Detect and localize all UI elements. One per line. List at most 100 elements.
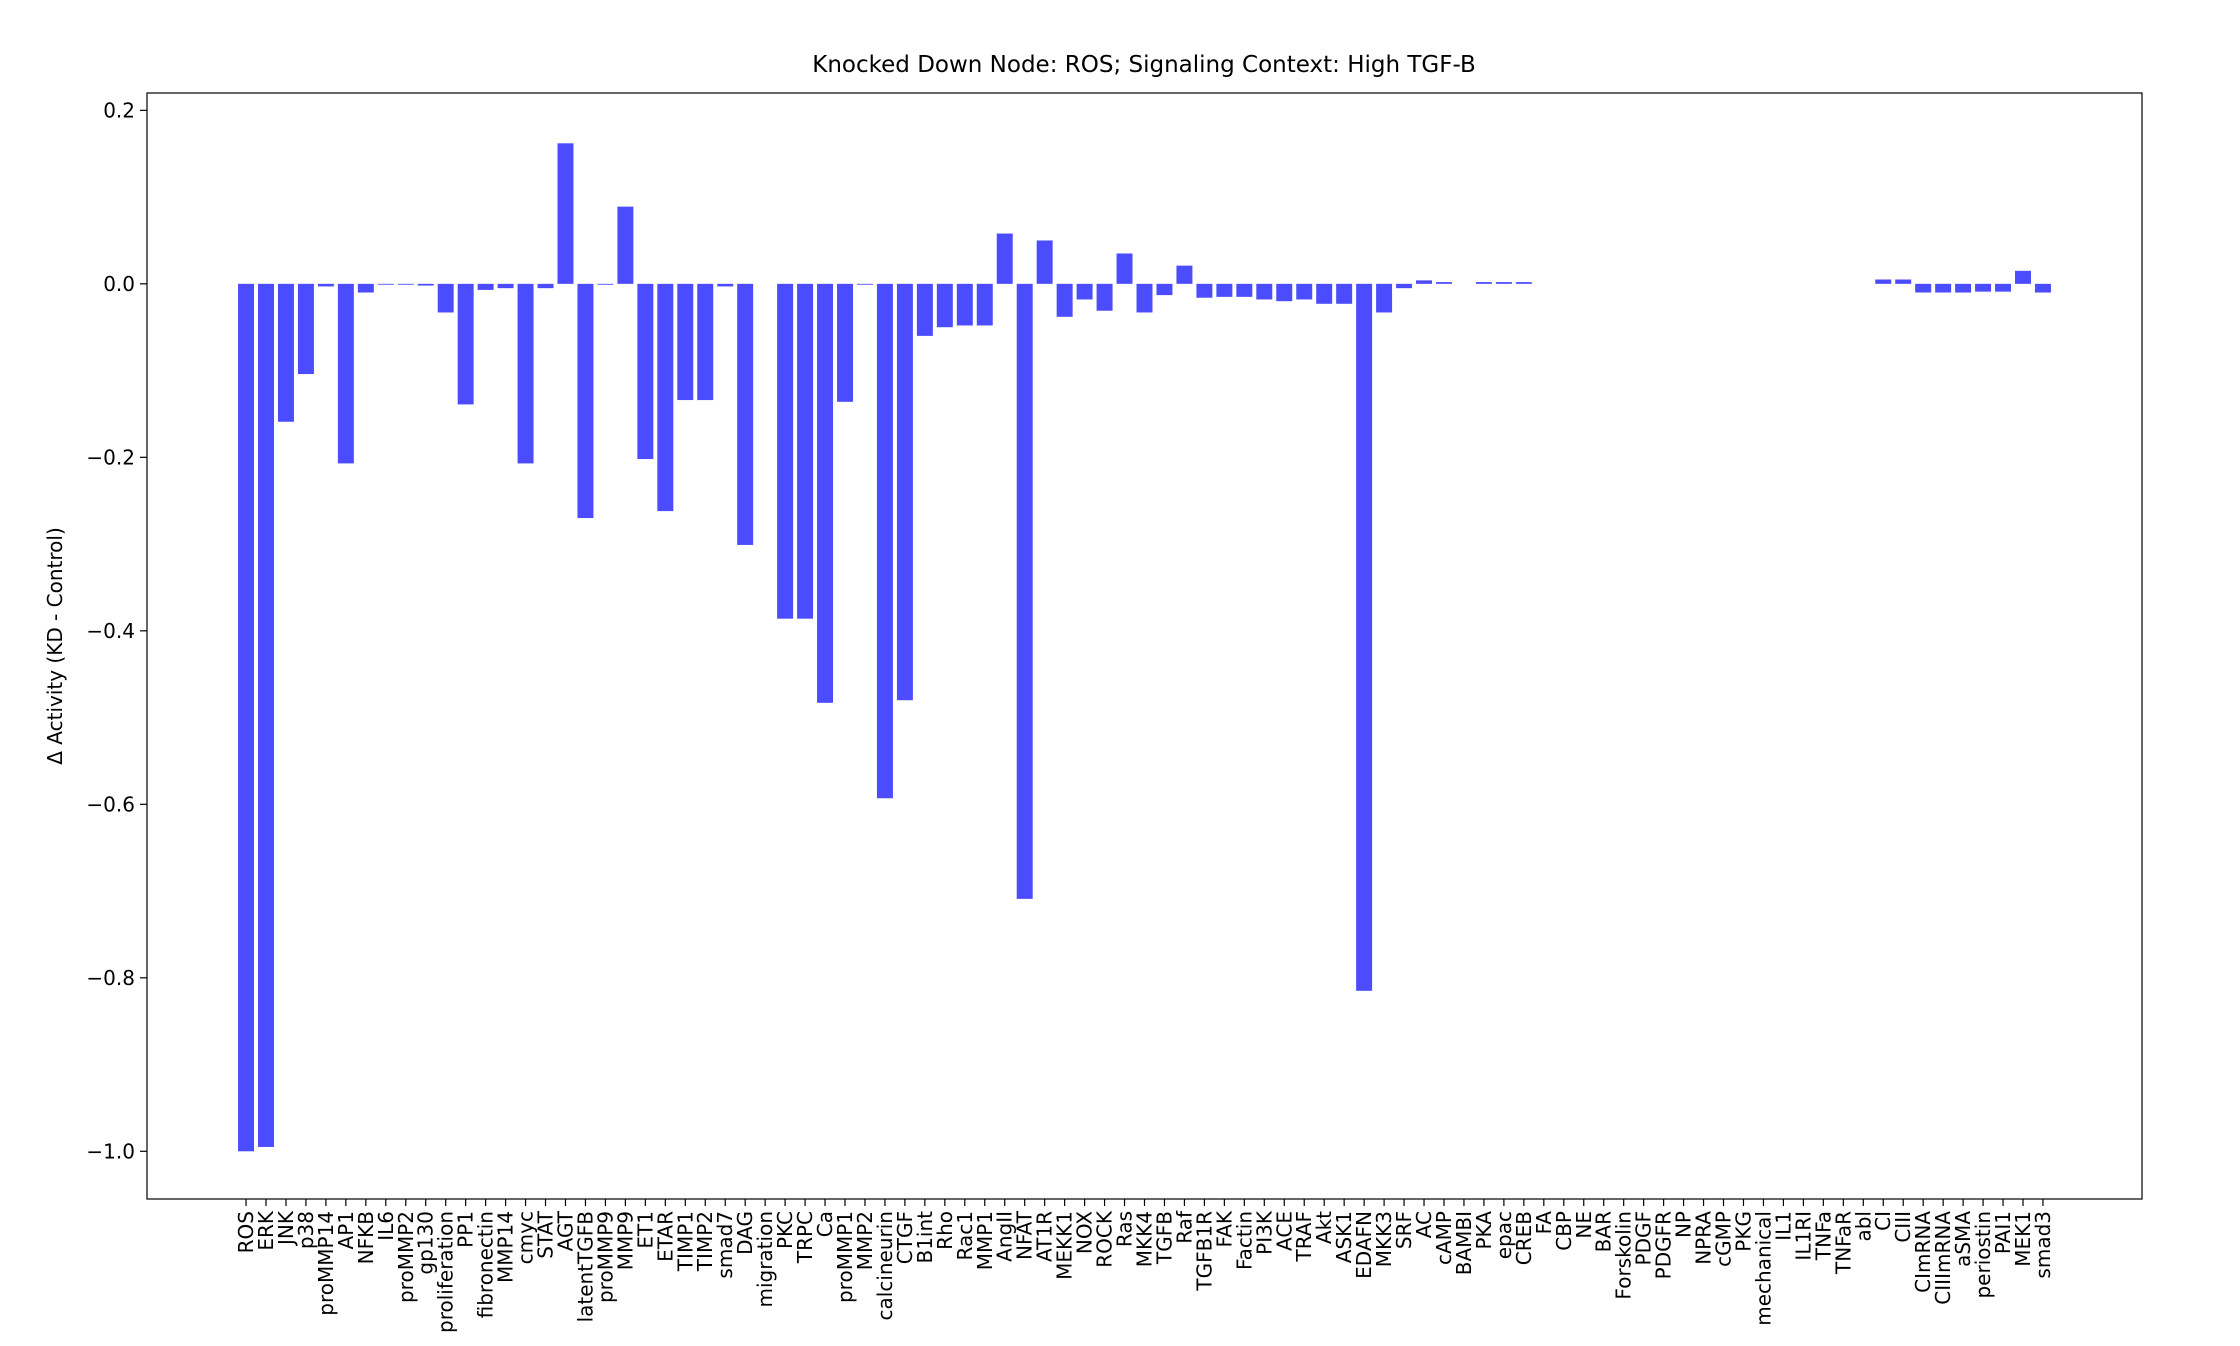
x-tick-label: proMMP9 <box>593 1211 617 1303</box>
x-tick-label: AT1R <box>1033 1211 1057 1262</box>
bar <box>357 283 374 293</box>
x-tick-label: ROS <box>234 1211 258 1253</box>
x-tick-label: MKK3 <box>1372 1211 1396 1267</box>
bar <box>817 283 834 703</box>
x-tick-label: TGFB <box>1152 1211 1176 1265</box>
x-tick-label: PAI1 <box>1991 1211 2015 1254</box>
bar <box>797 283 814 619</box>
x-tick-label: Rho <box>933 1211 957 1250</box>
x-tick-label: FA <box>1532 1211 1556 1235</box>
x-tick-label: migration <box>753 1211 777 1308</box>
x-tick-label: TRAF <box>1292 1211 1316 1263</box>
y-tick-label: −1.0 <box>86 1139 135 1163</box>
x-tick-label: NOX <box>1073 1211 1097 1254</box>
bar <box>697 283 714 401</box>
x-tick-label: cmyc <box>514 1211 538 1264</box>
x-tick-label: CI <box>1871 1211 1895 1231</box>
x-tick-label: AC <box>1412 1211 1436 1238</box>
x-tick-label: PP1 <box>454 1211 478 1248</box>
bar <box>517 283 534 464</box>
x-tick-label: TGFB1R <box>1192 1211 1216 1292</box>
x-tick-label: IL1RI <box>1791 1211 1815 1261</box>
x-tick-label: CTGF <box>893 1211 917 1264</box>
bar <box>337 283 354 464</box>
x-tick-label: TRPC <box>793 1211 817 1264</box>
x-tick-label: PI3K <box>1252 1210 1276 1255</box>
bar <box>1156 283 1173 296</box>
y-tick-label: −0.4 <box>86 619 135 643</box>
bar <box>657 283 674 512</box>
y-axis-label: Δ Activity (KD - Control) <box>43 527 67 765</box>
x-tick-label: epac <box>1492 1211 1516 1259</box>
bar <box>1236 283 1253 297</box>
bar <box>437 283 454 313</box>
bar <box>677 283 694 401</box>
x-tick-label: TNFa <box>1811 1211 1835 1261</box>
x-tick-label: fibronectin <box>474 1211 498 1318</box>
x-tick-label: proMMP1 <box>833 1211 857 1303</box>
x-tick-label: p38 <box>294 1211 318 1249</box>
x-tick-label: abl <box>1851 1211 1875 1242</box>
bar <box>1056 283 1073 317</box>
bar <box>1016 283 1033 899</box>
x-tick-label: DAG <box>733 1211 757 1255</box>
x-tick-label: MEK1 <box>2011 1211 2035 1267</box>
x-tick-label: Akt <box>1312 1211 1336 1244</box>
x-tick-label: ERK <box>254 1210 278 1251</box>
x-tick-label: BAR <box>1592 1211 1616 1252</box>
x-tick-label: MMP1 <box>973 1211 997 1270</box>
bar <box>397 283 414 285</box>
x-tick-label: PDGF <box>1632 1211 1656 1265</box>
y-tick-label: −0.8 <box>86 966 135 990</box>
bar <box>737 283 754 545</box>
bar <box>477 283 494 290</box>
bar <box>996 233 1013 284</box>
bar <box>1975 283 1992 292</box>
y-tick-label: −0.6 <box>86 792 135 816</box>
x-tick-label: ET1 <box>633 1211 657 1249</box>
x-tick-label: IL1 <box>1771 1211 1795 1241</box>
bar <box>976 283 993 326</box>
bar <box>1176 265 1193 284</box>
bar <box>777 283 794 619</box>
bar <box>1475 282 1492 284</box>
x-tick-label: IL6 <box>374 1211 398 1241</box>
bar <box>1336 283 1353 304</box>
bar <box>896 283 913 701</box>
bar <box>377 283 394 285</box>
x-tick-label: AP1 <box>334 1211 358 1249</box>
x-tick-label: CImRNA <box>1911 1211 1935 1293</box>
x-tick-label: CREB <box>1512 1211 1536 1265</box>
x-tick-label: PDGFR <box>1652 1211 1676 1279</box>
y-tick-label: 0.2 <box>103 98 135 122</box>
bar <box>1196 283 1213 298</box>
bar <box>1376 283 1393 313</box>
bar <box>1216 283 1233 297</box>
bar <box>417 283 434 286</box>
x-tick-label: NFKB <box>354 1211 378 1264</box>
bar <box>1436 282 1452 284</box>
y-tick-label: −0.2 <box>86 445 135 469</box>
bar <box>1296 283 1313 300</box>
bar <box>837 283 853 402</box>
x-tick-label: MEKK1 <box>1053 1211 1077 1280</box>
x-tick-label: smad7 <box>713 1211 737 1279</box>
x-tick-label: PKG <box>1731 1211 1755 1252</box>
chart-title: Knocked Down Node: ROS; Signaling Contex… <box>812 52 1475 78</box>
x-tick-label: JNK <box>274 1210 298 1247</box>
x-tick-label: cAMP <box>1432 1211 1456 1265</box>
bar <box>1096 283 1113 311</box>
x-tick-label: AngII <box>993 1211 1017 1262</box>
bar <box>1036 240 1053 284</box>
x-tick-label: STAT <box>534 1210 558 1258</box>
x-tick-label: MMP9 <box>613 1211 637 1270</box>
x-tick-label: proMMP14 <box>314 1211 338 1316</box>
x-tick-label: Forskolin <box>1612 1211 1636 1300</box>
bar <box>577 283 594 519</box>
bar <box>258 283 274 1147</box>
bar <box>1955 283 1972 293</box>
bar <box>2034 283 2051 293</box>
bar <box>597 283 614 285</box>
x-tick-label: TIMP2 <box>693 1211 717 1272</box>
